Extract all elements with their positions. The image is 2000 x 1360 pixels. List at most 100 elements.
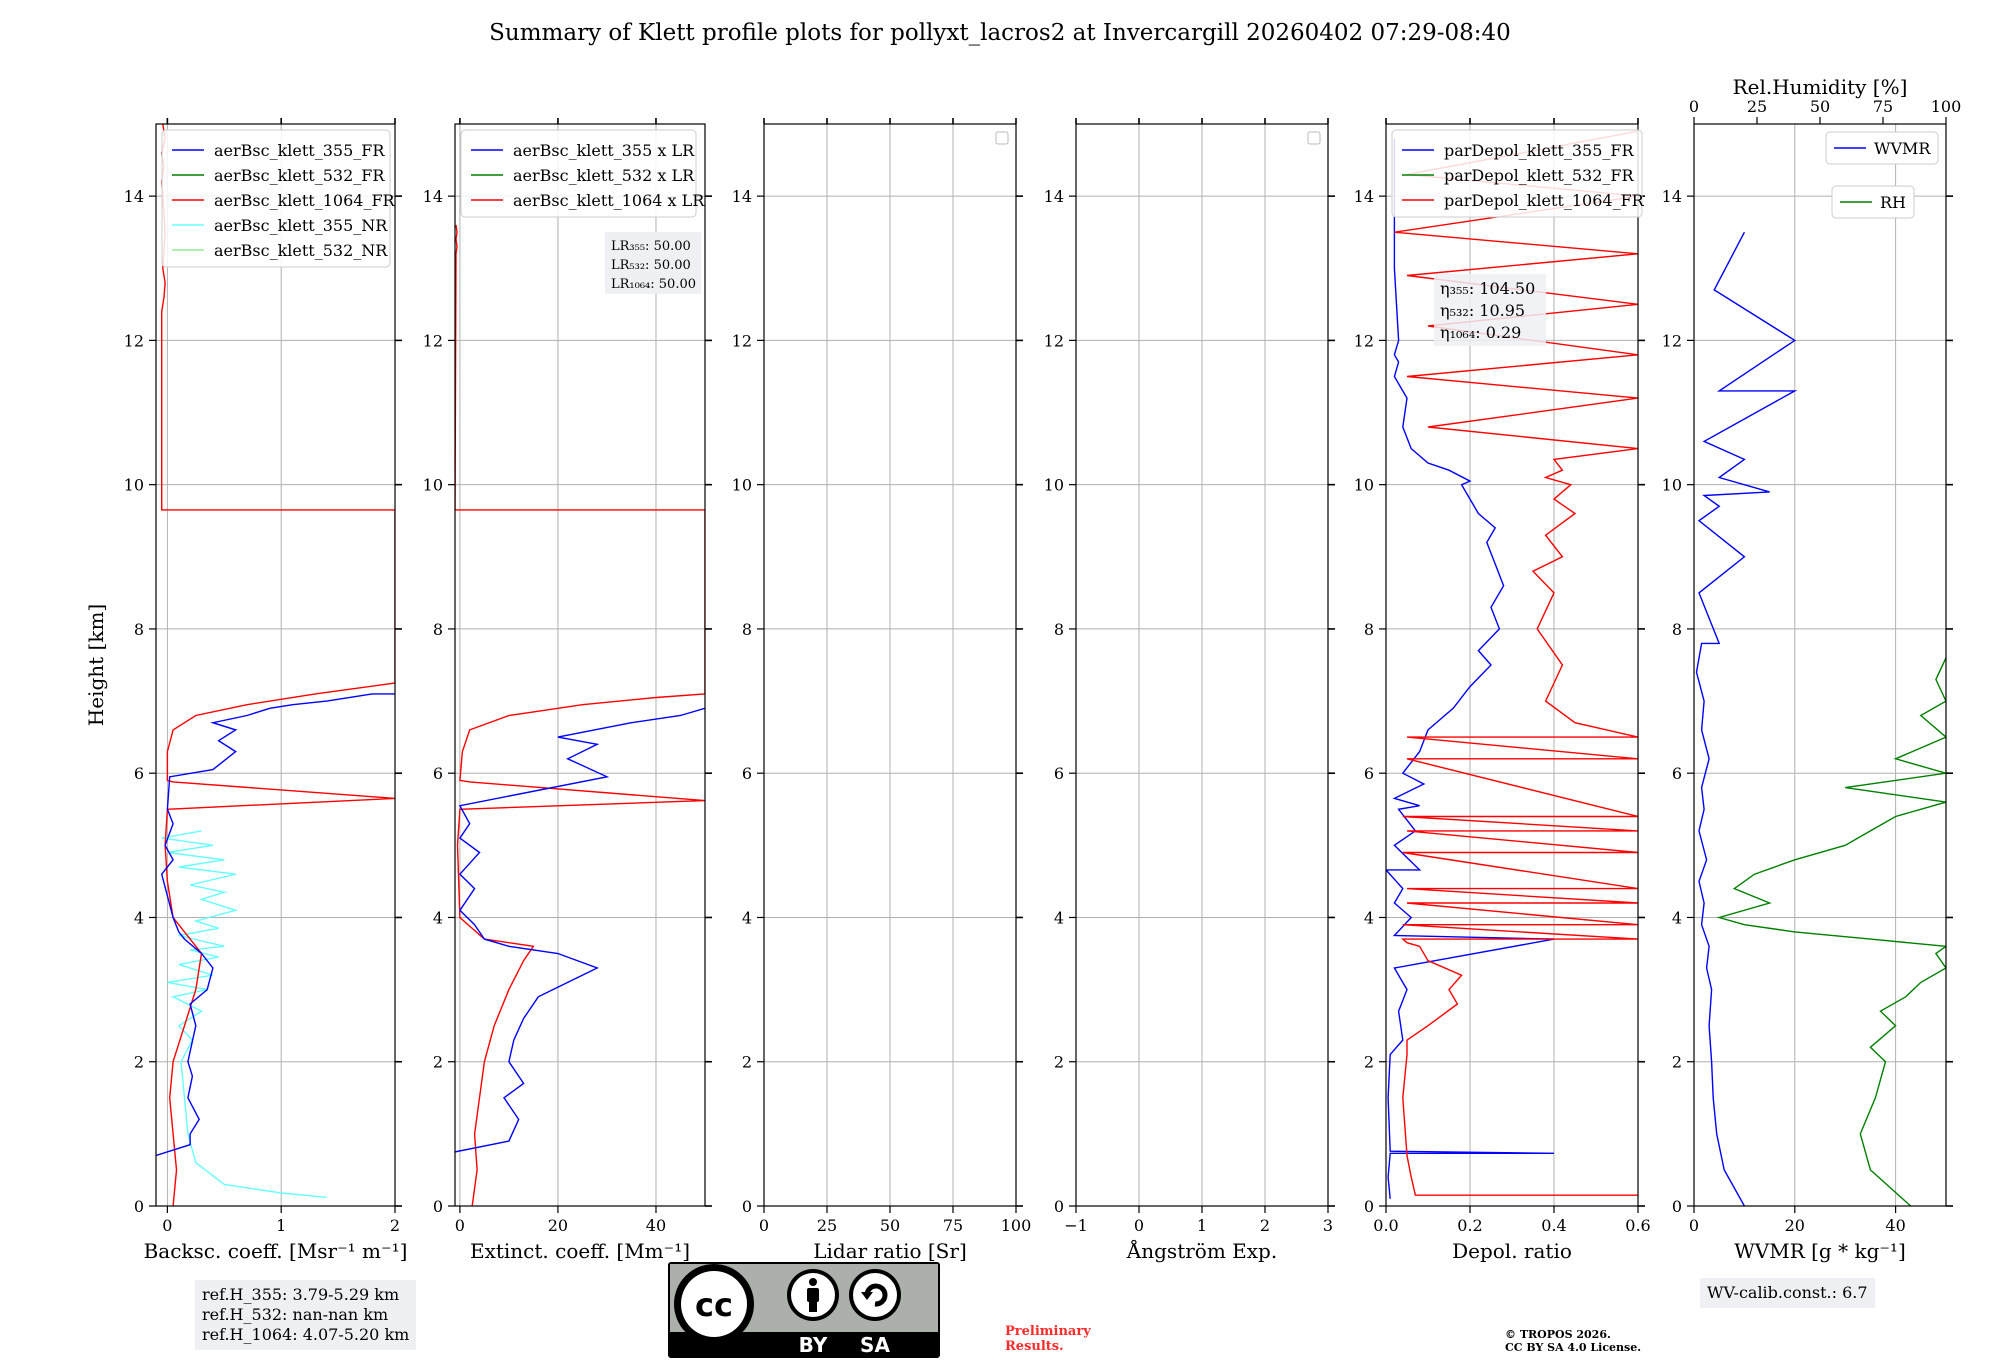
copyright-note: © TROPOS 2026. CC BY SA 4.0 License. xyxy=(1505,1328,1641,1354)
y-tick-label: 2 xyxy=(742,1053,752,1072)
legend-entry: aerBsc_klett_355 x LR xyxy=(513,141,695,160)
y-tick-label: 8 xyxy=(1054,620,1064,639)
x-tick-label: 75 xyxy=(943,1216,963,1235)
legend-box xyxy=(1831,185,1915,219)
preliminary-line-2: Results. xyxy=(1005,1339,1064,1354)
x-tick-label: 0 xyxy=(162,1216,172,1235)
y-tick-label: 10 xyxy=(732,476,752,495)
x-tick-label: 2 xyxy=(1260,1216,1270,1235)
legend-entry: aerBsc_klett_1064 x LR xyxy=(513,191,705,210)
legend-entry: WVMR xyxy=(1874,139,1931,158)
y-tick-label: 14 xyxy=(1354,187,1374,206)
y-tick-label: 6 xyxy=(1364,764,1374,783)
y-tick-label: 2 xyxy=(1672,1053,1682,1072)
x-tick-label: −1 xyxy=(1064,1216,1088,1235)
legend-box xyxy=(460,129,697,218)
y-tick-label: 4 xyxy=(1054,908,1064,927)
eta-annotation: η₁₀₆₄: 0.29 xyxy=(1440,323,1521,342)
y-tick-label: 10 xyxy=(1662,476,1682,495)
y-tick-label: 14 xyxy=(1662,187,1682,206)
copyright-line-2: CC BY SA 4.0 License. xyxy=(1505,1341,1642,1354)
panel-lidar-ratio: 0 2 4 6 8 10 12 14 0 25 50 75 100 Lidar ratio [Sr] xyxy=(732,118,1031,1263)
y-tick-label: 6 xyxy=(134,764,144,783)
series-line-aerBsc_klett_1064_FR xyxy=(160,124,395,1206)
legend-entry: aerBsc_klett_355_NR xyxy=(214,216,388,235)
copyright-line-1: © TROPOS 2026. xyxy=(1505,1328,1611,1341)
x-axis-label: WVMR [g * kg⁻¹] xyxy=(1734,1239,1906,1263)
cc-icon-text: cc xyxy=(695,1286,733,1324)
x-tick-label: 20 xyxy=(548,1216,568,1235)
x-tick-label: 0 xyxy=(455,1216,465,1235)
y-tick-label: 12 xyxy=(423,331,443,350)
y-tick-label: 6 xyxy=(742,764,752,783)
wv-calib-text: WV-calib.const.: 6.7 xyxy=(1707,1283,1868,1302)
y-tick-label: 8 xyxy=(134,620,144,639)
top-x-tick-label: 50 xyxy=(1810,97,1830,116)
x-tick-label: 0.2 xyxy=(1457,1216,1482,1235)
reference-height-box: ref.H_355: 3.79-5.29 km ref.H_532: nan-n… xyxy=(195,1280,417,1350)
x-tick-label: 0 xyxy=(759,1216,769,1235)
x-axis-label: Extinct. coeff. [Mm⁻¹] xyxy=(470,1239,690,1263)
legend-box xyxy=(1391,129,1643,218)
x-tick-label: 3 xyxy=(1323,1216,1333,1235)
legend-entry: aerBsc_klett_1064_FR xyxy=(214,191,396,210)
legend-entry: aerBsc_klett_532 x LR xyxy=(513,166,695,185)
legend-entry: parDepol_klett_1064_FR xyxy=(1444,191,1645,210)
share-alike-arrow-icon xyxy=(861,1292,873,1300)
series-line-aerBsc_klett_1064 x LR xyxy=(455,224,705,1206)
y-tick-label: 10 xyxy=(1354,476,1374,495)
plot-frame xyxy=(155,123,396,1207)
top-x-tick-label: 0 xyxy=(1689,97,1699,116)
legend-entry: parDepol_klett_532_FR xyxy=(1444,166,1635,185)
lidar-ratio-annotation-box xyxy=(605,232,701,294)
y-tick-label: 10 xyxy=(423,476,443,495)
y-tick-label: 4 xyxy=(1364,908,1374,927)
ref-height-355: ref.H_355: 3.79-5.29 km xyxy=(202,1285,400,1304)
y-tick-label: 2 xyxy=(1054,1053,1064,1072)
y-tick-label: 12 xyxy=(1354,331,1374,350)
plot-frame xyxy=(1693,123,1947,1207)
series-group xyxy=(1695,231,1946,1206)
x-axis-label: Lidar ratio [Sr] xyxy=(813,1239,967,1263)
x-tick-label: 25 xyxy=(817,1216,837,1235)
y-tick-label: 12 xyxy=(1044,331,1064,350)
lidar-ratio-annotation: LR₁₀₆₄: 50.00 xyxy=(611,277,696,292)
y-tick-label: 6 xyxy=(1054,764,1064,783)
y-tick-label: 4 xyxy=(433,908,443,927)
y-tick-label: 12 xyxy=(732,331,752,350)
y-tick-label: 4 xyxy=(742,908,752,927)
legend-entry: aerBsc_klett_532_FR xyxy=(214,166,385,185)
series-line-WVMR xyxy=(1695,231,1798,1206)
y-tick-label: 12 xyxy=(1662,331,1682,350)
y-tick-label: 2 xyxy=(1364,1053,1374,1072)
x-tick-label: 0.0 xyxy=(1373,1216,1398,1235)
sa-label: SA xyxy=(860,1333,890,1357)
series-group xyxy=(455,224,705,1206)
y-tick-label: 14 xyxy=(423,187,443,206)
top-x-tick-label: 75 xyxy=(1873,97,1893,116)
y-tick-label: 14 xyxy=(124,187,144,206)
y-tick-label: 0 xyxy=(742,1197,752,1216)
legend-box xyxy=(161,129,391,268)
x-tick-label: 0 xyxy=(1689,1216,1699,1235)
wv-calib-box: WV-calib.const.: 6.7 xyxy=(1700,1278,1875,1308)
y-tick-label: 0 xyxy=(433,1197,443,1216)
y-tick-label: 4 xyxy=(1672,908,1682,927)
series-line-RH xyxy=(1716,657,1946,1206)
person-icon-head xyxy=(809,1278,817,1286)
y-tick-label: 6 xyxy=(1672,764,1682,783)
plot-frame xyxy=(1385,123,1639,1207)
series-group xyxy=(1386,130,1638,1199)
x-axis-label: Backsc. coeff. [Msr⁻¹ m⁻¹] xyxy=(144,1239,408,1263)
y-tick-label: 2 xyxy=(433,1053,443,1072)
panel-extinction: 0 2 4 6 8 10 12 14 0 20 40 Extinct. coeff. [Mm⁻¹] ae… xyxy=(423,118,712,1263)
eta-annotation: η₅₃₂: 10.95 xyxy=(1440,301,1525,320)
x-tick-label: 40 xyxy=(1885,1216,1905,1235)
cc-by-sa-badge: cc BY SA xyxy=(668,1262,940,1358)
eta-annotation-box xyxy=(1434,274,1546,346)
person-icon-legs xyxy=(809,1300,817,1312)
x-tick-label: 20 xyxy=(1785,1216,1805,1235)
